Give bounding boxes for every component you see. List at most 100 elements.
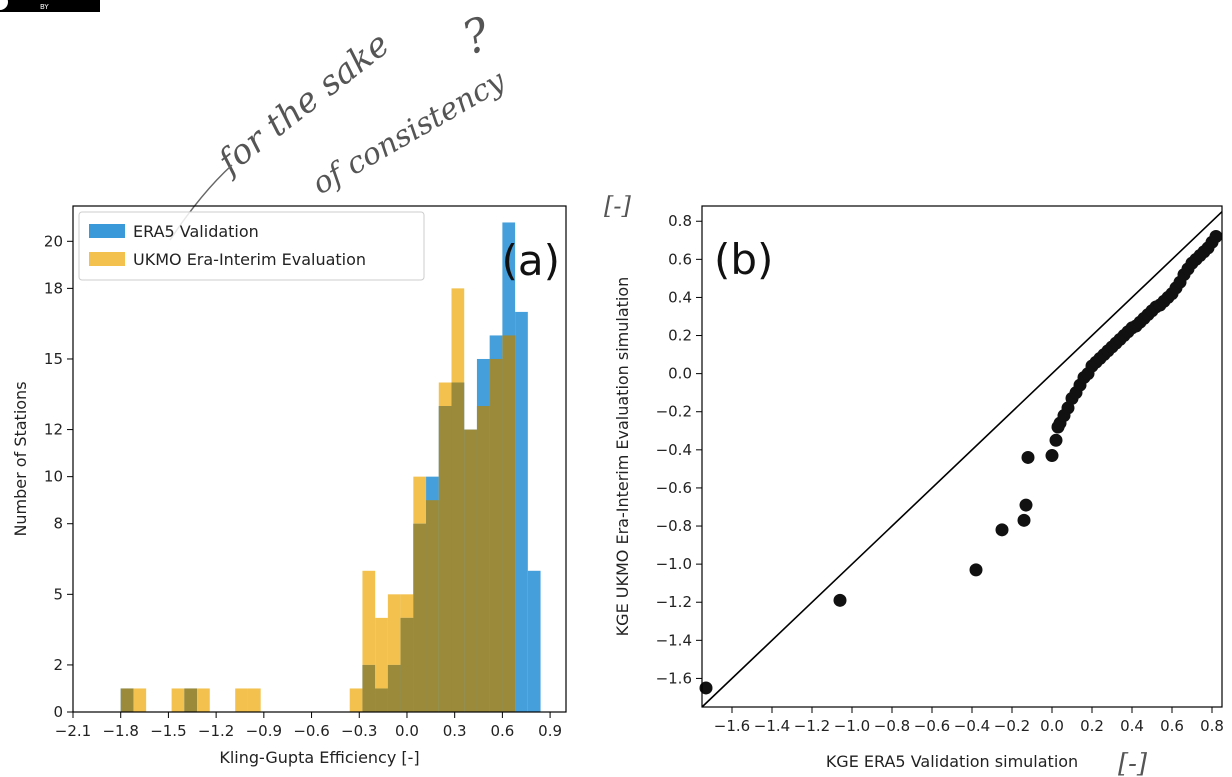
ukmo-bar — [375, 617, 388, 689]
y-tick-label: 0.2 — [668, 327, 692, 345]
x-tick-label: −1.8 — [102, 722, 138, 740]
legend-box — [78, 211, 425, 281]
scatter-point — [833, 593, 847, 607]
ukmo-bar — [349, 688, 363, 712]
cc-badge-text: BY — [40, 3, 49, 11]
x-tick-label: 0.0 — [1040, 717, 1064, 735]
legend-label-era5: ERA5 Validation — [133, 222, 259, 241]
scatter-points — [699, 229, 1223, 695]
scatter-x-axis-label: KGE ERA5 Validation simulation — [826, 752, 1078, 771]
y-tick-label: −0.2 — [656, 403, 692, 421]
one-to-one-line — [701, 211, 1223, 708]
x-tick-label: 0.9 — [538, 722, 562, 740]
cc-badge-circle — [0, 0, 10, 12]
y-tick-label: −1.6 — [656, 669, 692, 687]
scatter-point — [1019, 498, 1033, 512]
ukmo-bar — [133, 688, 147, 712]
y-tick-label: −1.4 — [656, 631, 692, 649]
handwritten-note: for the sake of consistency ? [-] [-] — [169, 6, 1148, 777]
ukmo-bar — [438, 382, 452, 407]
overlap-bar — [400, 617, 414, 712]
y-tick-label: −0.6 — [656, 479, 692, 497]
histogram-panel: −2.1 −1.8 −1.5 −1.2 −0.9 −0.6 −0.3 0.0 0.3 0.6 0.9… — [11, 205, 567, 767]
overlap-bar — [120, 688, 134, 712]
ukmo-bar — [413, 476, 427, 524]
scatter-y-ticks: −1.6 −1.4 −1.2 −1.0 −0.8 −0.6 −0.4 −0.2 0.0 0.2 0.… — [656, 212, 702, 687]
x-tick-label: −1.2 — [794, 717, 830, 735]
y-tick-label: 12 — [44, 421, 63, 439]
histogram-y-axis-label: Number of Stations — [11, 381, 30, 536]
overlap-bar — [413, 523, 427, 712]
x-tick-label: −1.0 — [834, 717, 870, 735]
y-tick-label: 15 — [44, 350, 63, 368]
scatter-y-axis-label: KGE UKMO Era-Interim Evaluation simulati… — [613, 277, 632, 637]
x-tick-label: −0.9 — [246, 722, 282, 740]
histogram-x-axis-label: Kling-Gupta Efficiency [-] — [219, 748, 419, 767]
y-tick-label: −1.0 — [656, 555, 692, 573]
era5-bar — [515, 311, 528, 712]
overlap-bar — [464, 429, 477, 712]
y-tick-label: 0 — [53, 703, 63, 721]
ukmo-bar — [387, 594, 401, 665]
y-tick-label: 0.6 — [668, 250, 692, 268]
x-tick-label: −0.3 — [341, 722, 377, 740]
scatter-point — [1017, 513, 1031, 527]
x-tick-label: −1.5 — [150, 722, 186, 740]
unit-marker-x: [-] — [1118, 749, 1148, 777]
overlap-bar — [426, 500, 439, 712]
scatter-x-ticks: −1.6 −1.4 −1.2 −1.0 −0.8 −0.6 −0.4 −0.2 0.0 0.2 0.… — [714, 707, 1224, 735]
histogram-x-ticks: −2.1 −1.8 −1.5 −1.2 −0.9 −0.6 −0.3 0.0 0.3 0.6 0.9 — [55, 712, 562, 740]
x-tick-label: 0.8 — [1200, 717, 1224, 735]
x-tick-label: 0.6 — [1160, 717, 1184, 735]
unit-marker-y: [-] — [604, 192, 631, 220]
scatter-point — [995, 523, 1009, 537]
overlap-bar — [438, 406, 452, 712]
y-tick-label: 2 — [53, 656, 63, 674]
x-tick-label: 0.0 — [395, 722, 419, 740]
ukmo-bar — [451, 288, 465, 383]
cc-badge-bar — [0, 0, 100, 12]
ukmo-bar — [362, 570, 376, 665]
overlap-bar — [375, 688, 388, 712]
x-tick-label: −0.2 — [994, 717, 1030, 735]
x-tick-label: 0.6 — [490, 722, 514, 740]
panel-label-a: (a) — [501, 236, 560, 285]
y-tick-label: 8 — [53, 515, 63, 533]
x-tick-label: −2.1 — [55, 722, 91, 740]
y-tick-label: 0.4 — [668, 288, 692, 306]
x-tick-label: −0.8 — [874, 717, 910, 735]
scatter-axes-frame — [701, 205, 1223, 708]
x-tick-label: −1.4 — [754, 717, 790, 735]
ukmo-bar — [197, 688, 210, 712]
ukmo-bar — [400, 594, 414, 618]
scatter-panel: −1.6 −1.4 −1.2 −1.0 −0.8 −0.6 −0.4 −0.2 0.0 0.2 0.… — [613, 205, 1224, 771]
x-tick-label: 0.2 — [1080, 717, 1104, 735]
overlap-bar — [476, 406, 490, 712]
y-tick-label: 10 — [44, 468, 63, 486]
x-tick-label: −1.2 — [198, 722, 234, 740]
overlap-bar — [184, 688, 198, 712]
era5-bar — [527, 570, 541, 712]
scatter-point — [1045, 449, 1059, 463]
legend-swatch-era5 — [89, 224, 125, 238]
x-tick-label: −0.6 — [914, 717, 950, 735]
overlap-bar — [502, 335, 516, 712]
y-tick-label: −0.8 — [656, 517, 692, 535]
legend-swatch-ukmo — [89, 252, 125, 266]
y-tick-label: 0.0 — [668, 365, 692, 383]
scatter-point — [1021, 450, 1035, 464]
y-tick-label: −0.4 — [656, 441, 692, 459]
y-tick-label: 0.8 — [668, 212, 692, 230]
x-tick-label: −0.4 — [954, 717, 990, 735]
overlap-bar — [362, 664, 376, 712]
ukmo-bar — [235, 688, 248, 712]
ukmo-bar — [171, 688, 185, 712]
x-tick-label: −1.6 — [714, 717, 750, 735]
note-question: ? — [455, 6, 497, 65]
overlap-bar — [387, 664, 401, 712]
ukmo-bars — [120, 288, 516, 712]
ukmo-bar — [247, 688, 261, 712]
scatter-point — [699, 681, 713, 695]
y-tick-label: −1.2 — [656, 593, 692, 611]
